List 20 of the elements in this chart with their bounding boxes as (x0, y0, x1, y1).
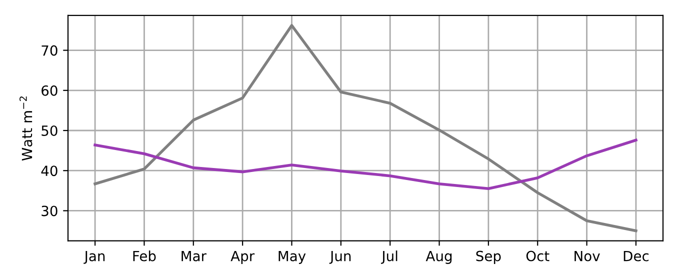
x-tick-label: Mar (182, 250, 206, 262)
x-tick-label: Dec (624, 250, 649, 262)
y-axis-title: Watt m$^{−2}$ (20, 96, 32, 161)
x-tick-label: Jul (380, 250, 398, 264)
line-series (94, 138, 638, 190)
y-tick-label: 40 (41, 166, 58, 176)
x-tick-label: Sep (476, 250, 501, 264)
x-tick-label: Aug (426, 250, 452, 264)
y-tick-label: 30 (42, 206, 58, 216)
x-tick-label: May (278, 250, 306, 264)
x-tick-label: Jan (84, 250, 105, 264)
x-tick-label: Apr (230, 250, 255, 264)
x-tick-label: Oct (526, 250, 550, 262)
x-tick-label: Feb (133, 250, 156, 262)
y-tick-label: 50 (42, 125, 58, 136)
y-tick-label: 60 (42, 85, 58, 96)
x-tick-label: Nov (574, 250, 600, 262)
y-tick-label: 70 (42, 45, 58, 56)
x-tick-label: Jun (329, 250, 351, 264)
line-series (94, 24, 638, 232)
